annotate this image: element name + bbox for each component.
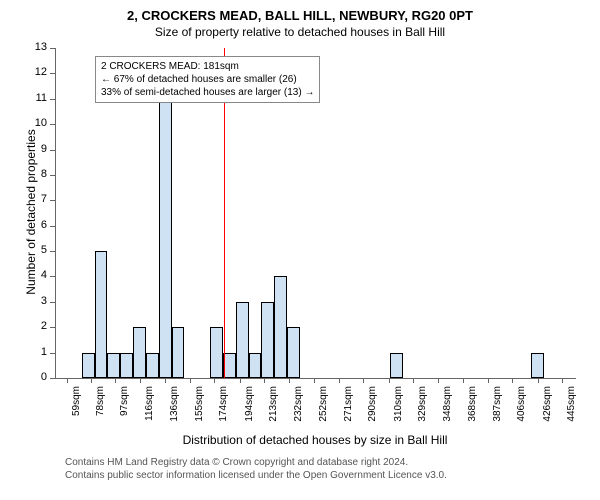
ytick-label: 3 [27, 295, 47, 307]
histogram-bar [159, 99, 172, 378]
ytick-mark [50, 251, 55, 252]
histogram-bar [210, 327, 223, 378]
ytick-mark [50, 73, 55, 74]
title-main: 2, CROCKERS MEAD, BALL HILL, NEWBURY, RG… [0, 0, 600, 23]
histogram-bar [236, 302, 249, 378]
xtick-label: 290sqm [367, 386, 378, 426]
xtick-mark [67, 378, 68, 383]
xtick-label: 155sqm [194, 386, 205, 426]
ytick-mark [50, 48, 55, 49]
ytick-label: 7 [27, 193, 47, 205]
ytick-label: 12 [27, 66, 47, 78]
xtick-mark [562, 378, 563, 383]
ytick-mark [50, 226, 55, 227]
xtick-mark [538, 378, 539, 383]
xtick-mark [512, 378, 513, 383]
histogram-bar [249, 353, 262, 378]
xtick-label: 116sqm [144, 386, 155, 426]
xtick-mark [165, 378, 166, 383]
chart-container: 2, CROCKERS MEAD, BALL HILL, NEWBURY, RG… [0, 0, 600, 500]
xtick-label: 310sqm [393, 386, 404, 426]
histogram-bar [133, 327, 146, 378]
xtick-label: 136sqm [169, 386, 180, 426]
ytick-label: 6 [27, 219, 47, 231]
xtick-label: 329sqm [417, 386, 428, 426]
annotation-line1: 2 CROCKERS MEAD: 181sqm [101, 60, 314, 73]
ytick-label: 4 [27, 269, 47, 281]
ytick-mark [50, 124, 55, 125]
xtick-mark [140, 378, 141, 383]
xtick-label: 387sqm [492, 386, 503, 426]
xtick-label: 271sqm [343, 386, 354, 426]
histogram-bar [390, 353, 403, 378]
ytick-label: 8 [27, 168, 47, 180]
ytick-label: 0 [27, 371, 47, 383]
ytick-label: 10 [27, 117, 47, 129]
xtick-mark [115, 378, 116, 383]
ytick-label: 13 [27, 41, 47, 53]
histogram-bar [95, 251, 108, 378]
xtick-mark [463, 378, 464, 383]
xtick-label: 174sqm [218, 386, 229, 426]
histogram-bar [261, 302, 274, 378]
xtick-mark [289, 378, 290, 383]
histogram-bar [274, 276, 287, 378]
xtick-label: 348sqm [442, 386, 453, 426]
xtick-mark [91, 378, 92, 383]
ytick-mark [50, 175, 55, 176]
xtick-label: 426sqm [542, 386, 553, 426]
ytick-mark [50, 378, 55, 379]
title-sub: Size of property relative to detached ho… [0, 23, 600, 39]
xtick-mark [363, 378, 364, 383]
footer-line2: Contains public sector information licen… [65, 469, 447, 482]
ytick-mark [50, 302, 55, 303]
annotation-line2: ← 67% of detached houses are smaller (26… [101, 73, 314, 86]
histogram-bar [531, 353, 544, 378]
histogram-bar [120, 353, 133, 378]
xtick-mark [240, 378, 241, 383]
ytick-mark [50, 353, 55, 354]
footer-line1: Contains HM Land Registry data © Crown c… [65, 456, 447, 469]
xtick-label: 445sqm [566, 386, 577, 426]
xtick-mark [488, 378, 489, 383]
xtick-label: 194sqm [244, 386, 255, 426]
xtick-label: 59sqm [71, 386, 82, 426]
footer: Contains HM Land Registry data © Crown c… [65, 456, 447, 482]
ytick-mark [50, 200, 55, 201]
xtick-label: 232sqm [293, 386, 304, 426]
xtick-mark [264, 378, 265, 383]
histogram-bar [146, 353, 159, 378]
ytick-mark [50, 327, 55, 328]
xtick-mark [190, 378, 191, 383]
ytick-mark [50, 150, 55, 151]
x-axis-label: Distribution of detached houses by size … [55, 433, 575, 447]
ytick-label: 5 [27, 244, 47, 256]
xtick-label: 78sqm [95, 386, 106, 426]
ytick-label: 2 [27, 320, 47, 332]
xtick-mark [438, 378, 439, 383]
ytick-label: 1 [27, 346, 47, 358]
xtick-mark [314, 378, 315, 383]
xtick-label: 213sqm [268, 386, 279, 426]
annotation-line3: 33% of semi-detached houses are larger (… [101, 86, 314, 99]
ytick-label: 11 [27, 92, 47, 104]
xtick-label: 406sqm [516, 386, 527, 426]
xtick-mark [413, 378, 414, 383]
histogram-bar [82, 353, 95, 378]
xtick-label: 97sqm [119, 386, 130, 426]
histogram-bar [172, 327, 185, 378]
xtick-label: 252sqm [318, 386, 329, 426]
xtick-mark [214, 378, 215, 383]
ytick-label: 9 [27, 143, 47, 155]
xtick-mark [389, 378, 390, 383]
xtick-label: 368sqm [467, 386, 478, 426]
xtick-mark [339, 378, 340, 383]
histogram-bar [107, 353, 120, 378]
ytick-mark [50, 99, 55, 100]
ytick-mark [50, 276, 55, 277]
histogram-bar [287, 327, 300, 378]
annotation-box: 2 CROCKERS MEAD: 181sqm ← 67% of detache… [95, 56, 320, 103]
